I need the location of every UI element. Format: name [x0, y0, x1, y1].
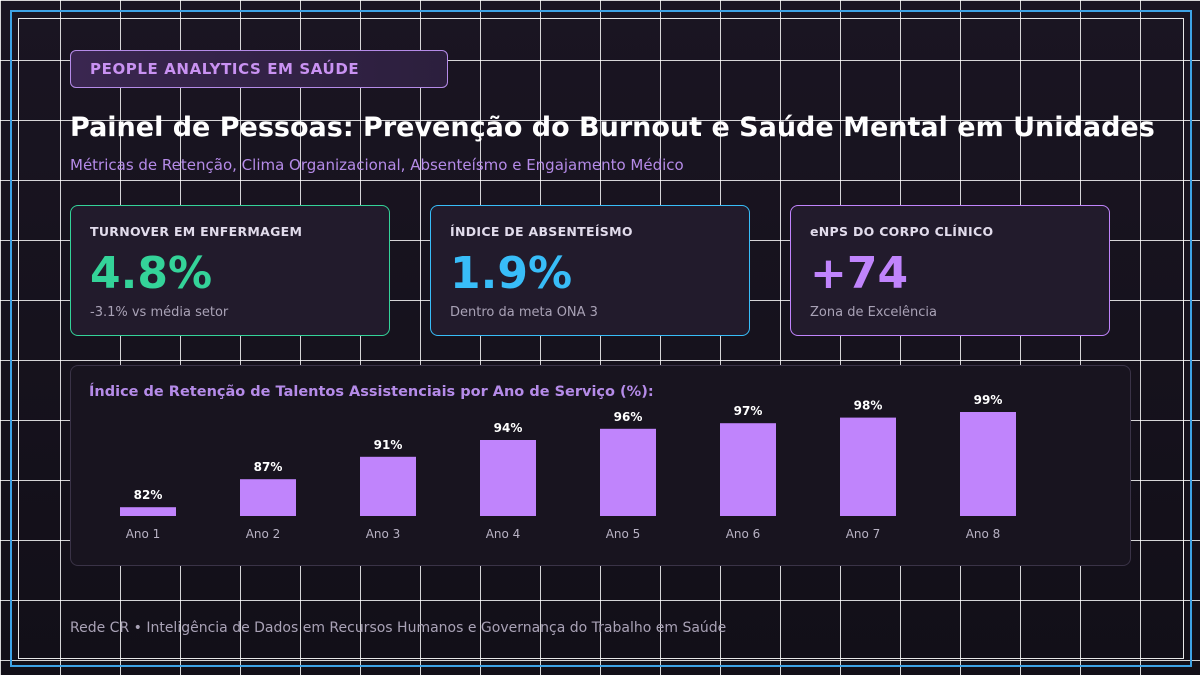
bar-value-label: 96% — [614, 410, 643, 424]
bar — [360, 456, 416, 516]
page-subtitle: Métricas de Retenção, Clima Organizacion… — [70, 156, 684, 174]
kpi-note: Dentro da meta ONA 3 — [450, 305, 598, 320]
kpi-label: TURNOVER EM ENFERMAGEM — [90, 224, 303, 239]
kpi-value: 1.9% — [450, 248, 573, 299]
chart-title: Índice de Retenção de Talentos Assistenc… — [89, 384, 654, 400]
footer-text: Rede CR • Inteligência de Dados em Recur… — [70, 620, 727, 636]
bar-value-label: 94% — [494, 421, 523, 435]
bar — [600, 428, 656, 516]
bar — [840, 417, 896, 516]
kpi-card-absenteeism: ÍNDICE DE ABSENTEÍSMO 1.9% Dentro da met… — [430, 205, 750, 336]
bar-value-label: 97% — [734, 404, 763, 418]
category-label: Ano 1 — [126, 527, 161, 541]
bar — [480, 440, 536, 516]
bar — [240, 479, 296, 516]
category-label: Ano 5 — [606, 527, 641, 541]
category-label: Ano 7 — [846, 527, 881, 541]
section-tag: PEOPLE ANALYTICS EM SAÚDE — [70, 50, 448, 88]
kpi-value: +74 — [810, 248, 909, 299]
page-title: Painel de Pessoas: Prevenção do Burnout … — [70, 112, 1155, 143]
category-label: Ano 3 — [366, 527, 401, 541]
bar — [960, 412, 1016, 516]
kpi-card-enps: eNPS DO CORPO CLÍNICO +74 Zona de Excelê… — [790, 205, 1110, 336]
category-label: Ano 6 — [726, 527, 761, 541]
outer-frame — [10, 10, 1192, 667]
bar-value-label: 82% — [134, 488, 163, 502]
bar-value-label: 91% — [374, 438, 403, 452]
kpi-label: eNPS DO CORPO CLÍNICO — [810, 224, 994, 239]
category-label: Ano 4 — [486, 527, 521, 541]
inner-frame — [18, 18, 1184, 659]
kpi-note: -3.1% vs média setor — [90, 305, 229, 320]
category-label: Ano 8 — [966, 527, 1001, 541]
kpi-card-turnover: TURNOVER EM ENFERMAGEM 4.8% -3.1% vs méd… — [70, 205, 390, 336]
kpi-note: Zona de Excelência — [810, 305, 937, 320]
bar-value-label: 98% — [854, 399, 883, 413]
category-label: Ano 2 — [246, 527, 281, 541]
bar — [720, 423, 776, 516]
bar — [120, 507, 176, 516]
kpi-label: ÍNDICE DE ABSENTEÍSMO — [450, 224, 633, 239]
bar-value-label: 99% — [974, 393, 1003, 407]
kpi-value: 4.8% — [90, 248, 213, 299]
bar-value-label: 87% — [254, 460, 283, 474]
